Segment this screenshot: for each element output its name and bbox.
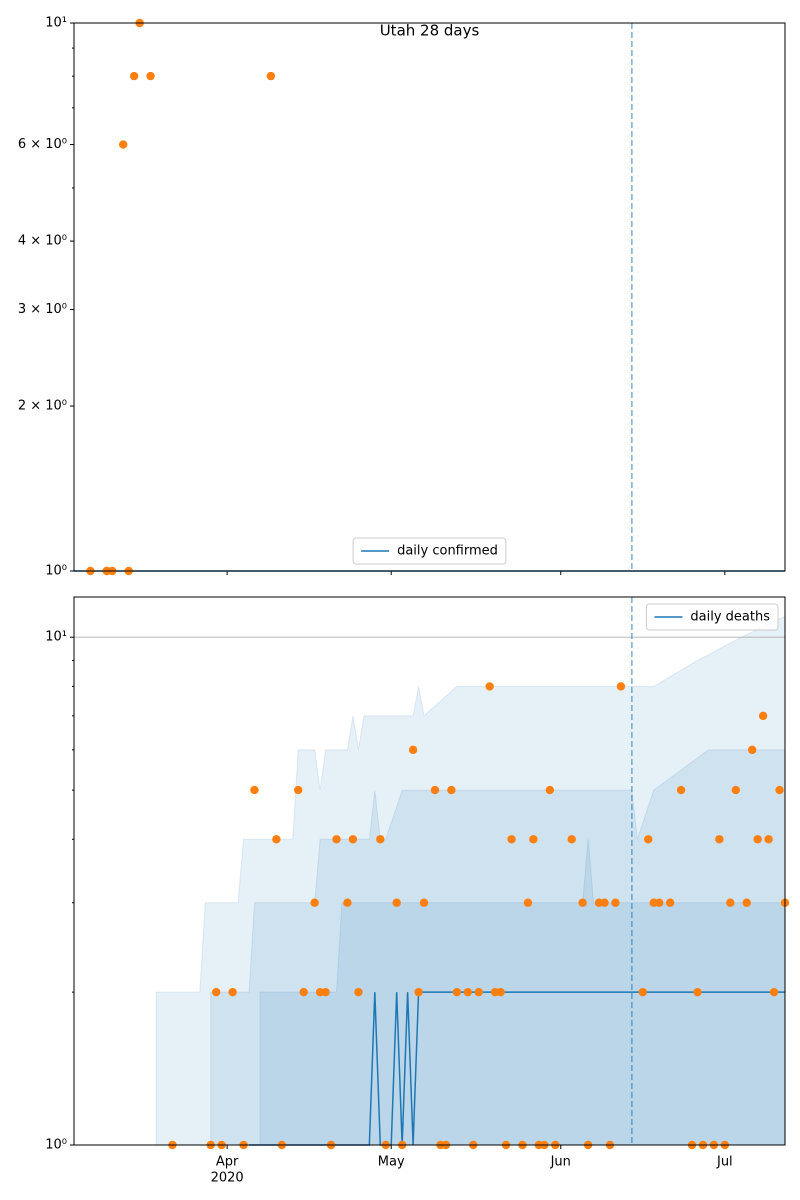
point [343, 898, 352, 907]
point [310, 898, 319, 907]
point [299, 987, 308, 997]
point [408, 745, 418, 755]
y-tick-label: 2 × 10⁰ [18, 399, 67, 414]
point [726, 898, 735, 907]
point [485, 682, 494, 691]
point [655, 898, 664, 907]
point [228, 987, 237, 997]
point [419, 898, 429, 907]
line [249, 991, 785, 1146]
point [463, 987, 472, 997]
point [119, 140, 128, 149]
legend-label: daily confirmed [397, 544, 498, 559]
point [430, 785, 440, 795]
plot-frame [73, 596, 786, 1146]
point [715, 835, 724, 844]
point [529, 835, 538, 844]
point [731, 785, 740, 795]
point [146, 71, 155, 81]
point [567, 835, 576, 844]
point [611, 898, 620, 907]
point [644, 835, 653, 844]
legend-box [645, 603, 779, 631]
point [348, 835, 358, 844]
y-tick-label: 10¹ [45, 16, 67, 31]
y-tick-label: 3 × 10⁰ [18, 302, 67, 317]
point [676, 785, 686, 795]
y-tick-label: 4 × 10⁰ [18, 234, 67, 249]
point [294, 785, 303, 795]
point [212, 987, 221, 997]
point [775, 785, 784, 795]
point [496, 987, 505, 997]
point [272, 835, 281, 844]
x-tick-label: Apr [216, 1155, 239, 1170]
legend-box [352, 537, 507, 565]
x-year-label: 2020 [211, 1171, 244, 1186]
point [753, 835, 762, 844]
point [376, 835, 385, 844]
point [693, 987, 702, 997]
x-tick-label: May [378, 1155, 405, 1170]
y-tick-label: 10⁰ [45, 564, 67, 579]
point [392, 898, 401, 907]
point [129, 71, 139, 81]
point [769, 987, 779, 997]
point [616, 682, 626, 691]
y-tick-label: 10⁰ [45, 1138, 67, 1153]
point [764, 835, 773, 844]
point [321, 987, 330, 997]
point [600, 898, 609, 907]
y-tick-label: 6 × 10⁰ [18, 137, 67, 152]
x-tick-label: Jul [716, 1155, 733, 1170]
legend-label: daily deaths [690, 610, 770, 625]
point [452, 987, 462, 997]
point [332, 835, 341, 844]
point [414, 987, 423, 997]
x-tick-label: Jun [550, 1155, 571, 1170]
y-tick-label: 10¹ [45, 630, 67, 645]
point [447, 785, 456, 795]
point [354, 987, 363, 997]
point [638, 987, 647, 997]
point [507, 835, 516, 844]
chart-title: Utah 28 days [380, 22, 480, 40]
point [545, 785, 555, 795]
point [474, 987, 483, 997]
plot-frame [73, 22, 786, 572]
point [250, 785, 259, 795]
point [578, 898, 587, 907]
point [747, 745, 757, 755]
point [742, 898, 751, 907]
point [523, 898, 533, 907]
band [155, 615, 786, 1146]
point [266, 71, 276, 81]
point [758, 711, 768, 721]
point [665, 898, 675, 907]
